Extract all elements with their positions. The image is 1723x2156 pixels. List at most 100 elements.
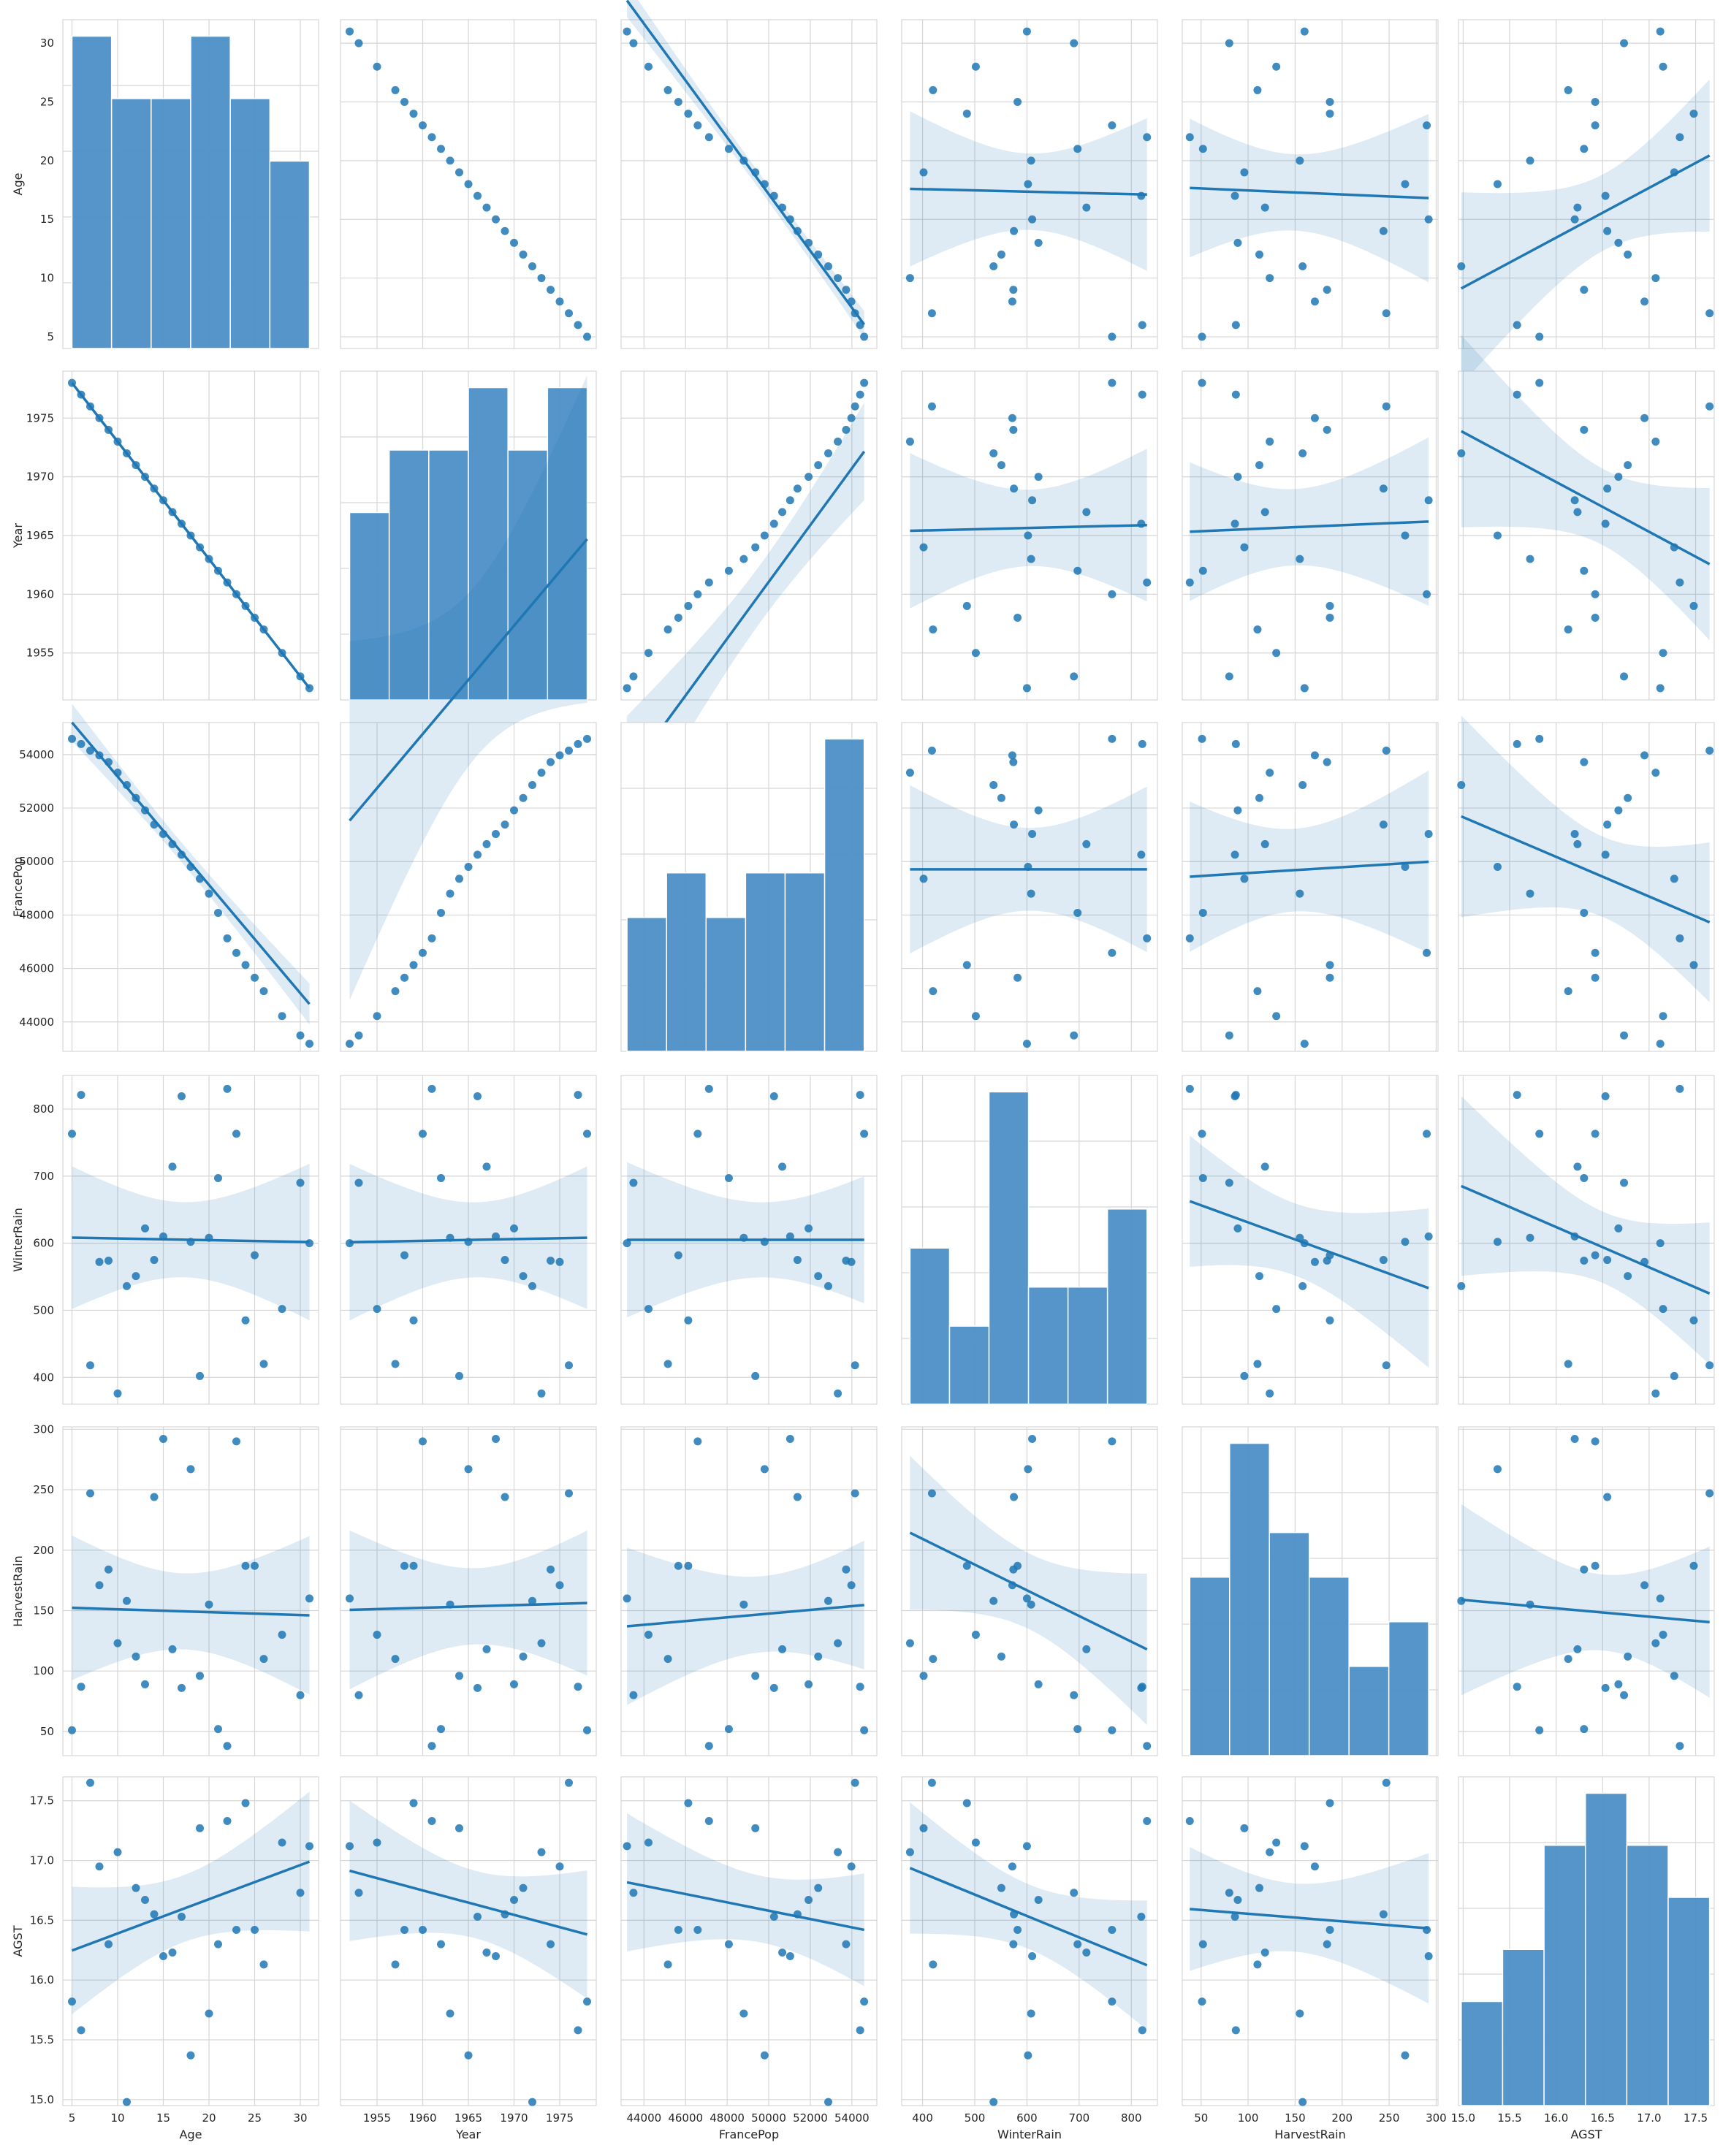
y-tick-label: 54000 xyxy=(19,748,54,761)
scatter-point xyxy=(724,566,733,575)
scatter-point xyxy=(1493,1238,1502,1246)
scatter-point xyxy=(778,1162,787,1171)
scatter-point xyxy=(1253,85,1262,94)
y-tick-label: 100 xyxy=(33,1664,54,1677)
scatter-point xyxy=(1424,1232,1433,1241)
scatter-point xyxy=(373,1305,381,1314)
scatter-point xyxy=(1300,27,1309,36)
scatter-point xyxy=(241,1316,250,1325)
scatter-point xyxy=(409,1561,418,1570)
scatter-point xyxy=(1401,180,1410,188)
scatter-point xyxy=(1009,758,1018,766)
scatter-point xyxy=(437,1725,445,1734)
scatter-point xyxy=(1423,590,1431,598)
panel-francepop-vs-winterrain xyxy=(901,722,1158,1052)
scatter-point xyxy=(391,1360,400,1368)
histogram-bar xyxy=(1584,1792,1628,2106)
scatter-point xyxy=(919,168,928,177)
regression-line xyxy=(1190,186,1429,199)
scatter-point xyxy=(693,1130,702,1138)
scatter-point xyxy=(1008,297,1016,306)
y-tick-label: 700 xyxy=(33,1170,54,1183)
x-tick-label: 600 xyxy=(1016,2111,1038,2125)
scatter-point xyxy=(537,274,546,283)
confidence-band xyxy=(1190,1847,1429,2004)
scatter-point xyxy=(1614,806,1623,815)
scatter-point xyxy=(1185,578,1194,587)
scatter-point xyxy=(150,820,159,829)
histogram-bar xyxy=(1626,1845,1669,2106)
scatter-point xyxy=(905,769,914,777)
scatter-point xyxy=(537,1848,546,1856)
scatter-point xyxy=(1382,1361,1391,1370)
y-tick-label: 16.5 xyxy=(30,1913,54,1927)
scatter-point xyxy=(1266,769,1274,777)
regression-line xyxy=(1461,815,1711,923)
scatter-point xyxy=(1424,830,1433,839)
scatter-point xyxy=(1656,684,1665,693)
scatter-point xyxy=(1028,1435,1037,1444)
scatter-point xyxy=(1624,250,1632,259)
scatter-point xyxy=(1255,461,1264,470)
scatter-point xyxy=(1382,746,1391,755)
scatter-point xyxy=(1310,1862,1319,1871)
scatter-point xyxy=(1070,1691,1079,1699)
scatter-point xyxy=(1108,590,1117,598)
scatter-point xyxy=(1676,934,1684,942)
scatter-point xyxy=(1143,1817,1152,1826)
y-axis-label: Age xyxy=(11,173,25,196)
scatter-point xyxy=(1382,402,1391,411)
scatter-point xyxy=(1601,850,1610,859)
scatter-point xyxy=(547,1256,555,1265)
scatter-point xyxy=(1659,1631,1667,1639)
scatter-point xyxy=(241,1799,250,1808)
histogram-bar xyxy=(909,1247,951,1405)
scatter-point xyxy=(814,1883,823,1892)
panel-age-vs-francepop xyxy=(620,0,878,349)
scatter-point xyxy=(684,1799,693,1808)
confidence-band xyxy=(1190,437,1429,606)
scatter-point xyxy=(565,1778,573,1787)
scatter-point xyxy=(346,1239,354,1248)
y-tick-label: 17.0 xyxy=(30,1854,54,1867)
scatter-point xyxy=(1272,1305,1281,1314)
scatter-point xyxy=(492,1232,500,1241)
scatter-point xyxy=(1233,1896,1242,1905)
scatter-point xyxy=(565,309,573,318)
scatter-point xyxy=(1272,1838,1281,1847)
scatter-point xyxy=(1591,1251,1600,1260)
scatter-point xyxy=(519,250,528,259)
scatter-point xyxy=(446,1600,454,1609)
histogram-bar xyxy=(666,872,707,1052)
scatter-point xyxy=(1379,1256,1388,1265)
scatter-point xyxy=(1513,1683,1521,1691)
scatter-point xyxy=(1143,133,1152,142)
scatter-point xyxy=(1260,1949,1269,1957)
scatter-point xyxy=(241,961,250,970)
scatter-point xyxy=(1535,332,1544,341)
scatter-point xyxy=(1296,889,1304,898)
scatter-point xyxy=(962,1799,971,1808)
scatter-point xyxy=(851,1489,859,1498)
scatter-point xyxy=(1073,1725,1082,1734)
scatter-point xyxy=(663,625,672,634)
scatter-point xyxy=(1024,180,1032,188)
scatter-point xyxy=(1240,1824,1249,1832)
scatter-point xyxy=(168,1162,177,1171)
scatter-point xyxy=(1296,2009,1304,2018)
scatter-point xyxy=(77,1683,85,1691)
scatter-point xyxy=(427,934,436,942)
scatter-point xyxy=(962,1561,971,1570)
scatter-point xyxy=(1493,531,1502,540)
confidence-band xyxy=(1461,335,1710,641)
scatter-point xyxy=(1034,1680,1043,1688)
scatter-point xyxy=(1580,286,1589,294)
scatter-point xyxy=(123,449,131,457)
scatter-point xyxy=(132,1272,140,1281)
scatter-point xyxy=(1233,473,1242,481)
scatter-point xyxy=(214,908,222,917)
scatter-point xyxy=(455,1672,463,1680)
scatter-point xyxy=(437,908,445,917)
scatter-point xyxy=(1260,203,1269,212)
scatter-point xyxy=(1493,180,1502,188)
